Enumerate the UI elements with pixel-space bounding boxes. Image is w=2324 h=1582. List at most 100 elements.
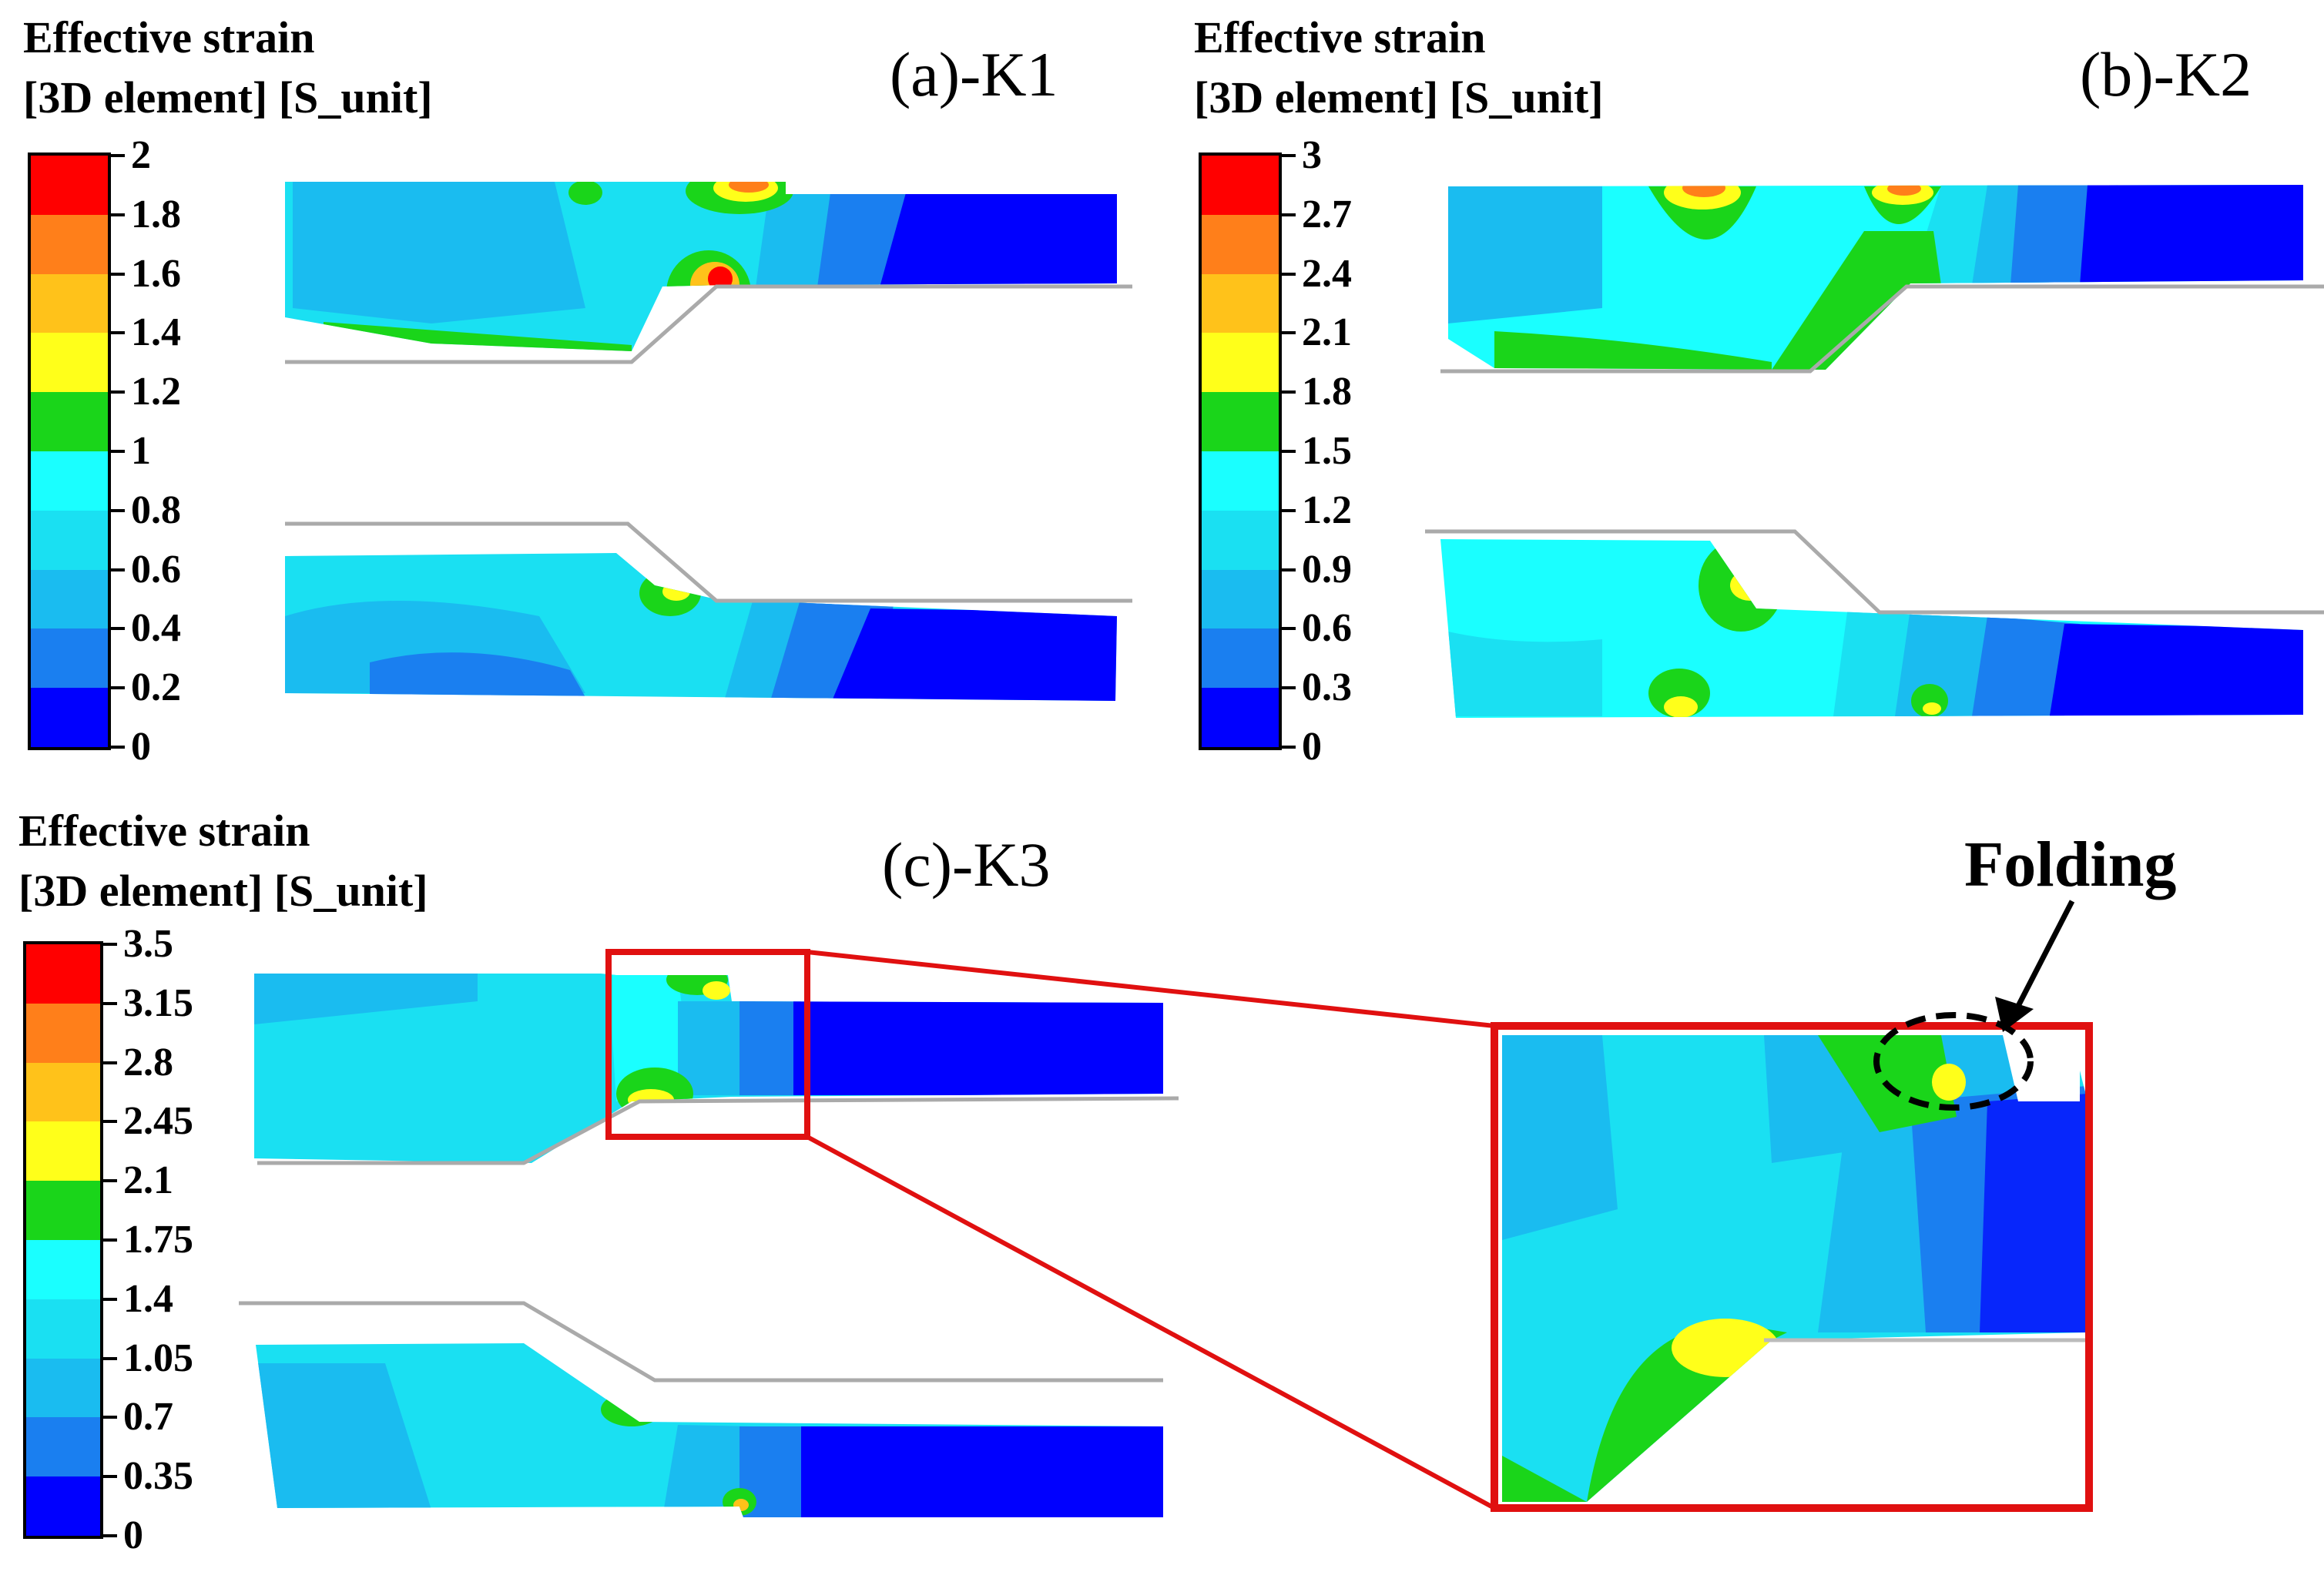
- colorbar-swatch: [31, 569, 108, 629]
- colorbar-tick-label: 1.4: [131, 310, 181, 355]
- legend-title-line2: [3D element] [S_unit]: [23, 72, 433, 122]
- colorbar-tick-label: 2.8: [123, 1040, 173, 1084]
- colorbar-tick: [108, 627, 125, 631]
- legend-title-line1: Effective strain: [23, 12, 315, 62]
- colorbar-c: [23, 941, 103, 1539]
- colorbar-tick-label: 0.2: [131, 665, 181, 710]
- colorbar-tick-label: 1.6: [131, 251, 181, 296]
- colorbar-swatch: [31, 156, 108, 216]
- colorbar-swatch: [1202, 156, 1279, 216]
- colorbar-swatch: [31, 214, 108, 275]
- colorbar-tick-label: 3.15: [123, 980, 193, 1025]
- colorbar-tick: [1279, 450, 1296, 453]
- colorbar-tick: [1279, 627, 1296, 631]
- colorbar-tick: [108, 272, 125, 276]
- colorbar-tick-label: 1.2: [1302, 488, 1352, 532]
- colorbar-tick: [108, 154, 125, 157]
- colorbar-tick: [1279, 568, 1296, 571]
- colorbar-tick-label: 0: [1302, 725, 1322, 769]
- colorbar-tick: [108, 450, 125, 453]
- colorbar-swatch: [31, 688, 108, 748]
- colorbar-tick: [108, 508, 125, 512]
- strain-contour-b: [1425, 185, 2324, 718]
- colorbar-swatch: [26, 1003, 100, 1064]
- colorbar-tick-label: 1.75: [123, 1218, 193, 1262]
- panel-b: Effective strain [3D element] [S_unit] (…: [1171, 0, 2324, 778]
- colorbar-tick: [100, 1356, 117, 1360]
- colorbar-tick: [100, 1120, 117, 1124]
- colorbar-tick-label: 0.3: [1302, 665, 1352, 710]
- panel-a: Effective strain [3D element] [S_unit] (…: [0, 0, 1171, 778]
- colorbar-tick: [1279, 272, 1296, 276]
- colorbar-tick: [1279, 686, 1296, 690]
- colorbar-tick: [108, 746, 125, 749]
- zoom-connector-bottom: [806, 1135, 1496, 1510]
- colorbar-swatch: [26, 1476, 100, 1537]
- folding-ellipse: [1873, 1012, 2034, 1111]
- colorbar-a: [28, 153, 111, 750]
- colorbar-tick: [108, 390, 125, 394]
- legend-title-line2: [3D element] [S_unit]: [18, 866, 428, 916]
- legend-title-line1: Effective strain: [18, 806, 310, 856]
- panel-label-b: (b)-K2: [2080, 39, 2252, 109]
- colorbar-swatch: [26, 944, 100, 1004]
- colorbar-tick: [1279, 331, 1296, 335]
- colorbar-tick-label: 0: [131, 725, 151, 769]
- panel-label-a: (a)-K1: [890, 39, 1058, 109]
- colorbar-tick: [108, 568, 125, 571]
- colorbar-tick: [100, 1001, 117, 1005]
- colorbar-tick-label: 1: [131, 429, 151, 473]
- colorbar-swatch: [26, 1240, 100, 1300]
- colorbar-tick: [100, 943, 117, 946]
- colorbar-tick: [100, 1475, 117, 1479]
- colorbar-tick: [100, 1238, 117, 1242]
- colorbar-tick-label: 0.35: [123, 1454, 193, 1499]
- colorbar-tick-label: 2: [131, 133, 151, 177]
- colorbar-tick-label: 1.05: [123, 1336, 193, 1380]
- colorbar-tick: [100, 1297, 117, 1301]
- panel-label-c: (c)-K3: [882, 830, 1051, 900]
- colorbar-tick-label: 1.8: [131, 192, 181, 236]
- colorbar-swatch: [1202, 214, 1279, 275]
- colorbar-swatch: [1202, 510, 1279, 571]
- colorbar-swatch: [31, 451, 108, 511]
- colorbar-tick: [100, 1534, 117, 1537]
- colorbar-tick-label: 2.7: [1302, 192, 1352, 236]
- colorbar-tick-label: 0: [123, 1513, 143, 1557]
- folding-label: Folding: [1964, 829, 2177, 900]
- colorbar-tick-label: 3.5: [123, 922, 173, 966]
- panel-c: Effective strain [3D element] [S_unit] (…: [0, 778, 2324, 1582]
- colorbar-swatch: [31, 510, 108, 571]
- legend-title-line1: Effective strain: [1194, 12, 1486, 62]
- folding-arrow-head: [1995, 997, 2034, 1032]
- colorbar-swatch: [1202, 628, 1279, 689]
- colorbar-tick-label: 0.6: [131, 547, 181, 592]
- colorbar-swatch: [1202, 451, 1279, 511]
- colorbar-swatch: [26, 1181, 100, 1241]
- colorbar-tick: [108, 331, 125, 335]
- colorbar-tick: [1279, 390, 1296, 394]
- colorbar-swatch: [31, 273, 108, 333]
- colorbar-tick-label: 0.7: [123, 1395, 173, 1440]
- strain-contour-c: [239, 900, 2093, 1517]
- colorbar-swatch: [1202, 569, 1279, 629]
- colorbar-tick: [1279, 746, 1296, 749]
- folding-arrow: [2014, 900, 2075, 1011]
- colorbar-swatch: [1202, 688, 1279, 748]
- colorbar-tick-label: 2.1: [1302, 310, 1352, 355]
- colorbar-swatch: [31, 333, 108, 393]
- colorbar-tick-label: 3: [1302, 133, 1322, 177]
- colorbar-swatch: [26, 1358, 100, 1418]
- colorbar-tick: [100, 1061, 117, 1064]
- colorbar-tick-label: 0.4: [131, 606, 181, 651]
- colorbar-swatch: [1202, 392, 1279, 452]
- colorbar-swatch: [26, 1121, 100, 1181]
- colorbar-swatch: [31, 392, 108, 452]
- colorbar-tick-label: 2.45: [123, 1099, 193, 1144]
- colorbar-b: [1199, 153, 1282, 750]
- colorbar-tick: [108, 686, 125, 690]
- zoom-connector-top: [807, 950, 1495, 1028]
- colorbar-tick-label: 0.8: [131, 488, 181, 532]
- strain-contour-a: [285, 182, 1132, 701]
- colorbar-tick-label: 0.6: [1302, 606, 1352, 651]
